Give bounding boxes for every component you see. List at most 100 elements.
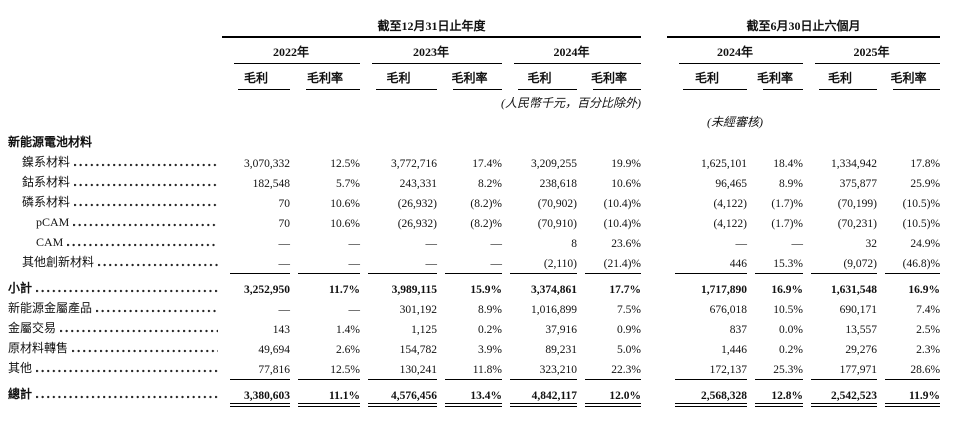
leader-dots: [98, 263, 218, 267]
rule-cell: [290, 402, 360, 408]
table-cell: 77,816: [258, 364, 290, 376]
rule-cell: [667, 34, 941, 40]
table-row: 新能源電池材料: [0, 130, 940, 150]
table-cell: 3.9%: [478, 344, 502, 356]
row-label: 鎳系材料: [22, 155, 71, 169]
table-cell: 11.8%: [472, 364, 502, 376]
rule-cell: [360, 376, 437, 382]
rule-cell: [747, 376, 804, 382]
rule-cell: [437, 270, 502, 276]
section-rule: [298, 272, 360, 274]
rule-cell: [437, 376, 502, 382]
spacer-cell: [0, 402, 222, 408]
rule-row: [0, 402, 941, 408]
year-header-2024: 2024年: [553, 45, 590, 59]
double-rule: [368, 403, 437, 407]
table-cell: (26,932): [397, 198, 437, 210]
col-spacer: [641, 402, 667, 408]
table-cell: 238,618: [539, 178, 577, 190]
table-cell: 0.2%: [779, 344, 804, 356]
table-cell: 11.9%: [909, 390, 941, 402]
row-label-wrap: 新能源金屬產品: [0, 299, 222, 316]
section-rule: [510, 378, 577, 380]
table-cell: 3,252,950: [244, 284, 290, 296]
spacer-cell: [0, 92, 222, 111]
section-rule: [885, 272, 941, 274]
section-rule: [368, 272, 437, 274]
table-cell: 8.9%: [779, 178, 804, 190]
double-rule: [811, 403, 878, 407]
table-cell: 16.9%: [771, 284, 804, 296]
row-label-wrap: 磷系材料: [0, 193, 222, 210]
table-cell: 10.6%: [330, 218, 360, 230]
rule-cell: [502, 270, 577, 276]
table-cell: 37,916: [545, 324, 577, 336]
table-cell: —: [490, 238, 503, 250]
double-rule: [298, 403, 360, 407]
column-rule: [453, 88, 502, 90]
rule-cell: [290, 376, 360, 382]
leader-dots: [36, 289, 218, 293]
units-note-row: (人民幣千元，百分比除外): [0, 92, 940, 111]
year-header-row: 2022年 2023年 2024年 2024年 2025年: [0, 40, 940, 60]
table-row: 總計 3,380,603 11.1% 4,576,456 13.4% 4,842,117 1…: [0, 382, 940, 402]
table-cell: [437, 130, 502, 150]
rule-cell: [803, 270, 878, 276]
table-cell: 1,631,548: [831, 284, 878, 296]
col-spacer: [641, 150, 667, 170]
table-cell: [360, 130, 437, 150]
table-cell: 130,241: [399, 364, 437, 376]
spacer-cell: [0, 40, 222, 60]
row-label-wrap: 新能源電池材料: [0, 133, 222, 150]
table-cell: 29,276: [845, 344, 878, 356]
section-rule: [585, 378, 642, 380]
rule-cell: [667, 376, 748, 382]
table-cell: [290, 130, 360, 150]
section-rule: [675, 378, 748, 380]
period-header-interim: 截至6月30日止六個月: [746, 19, 861, 33]
table-cell: 1,125: [411, 324, 437, 336]
table-row: 鎳系材料 3,070,332 12.5% 3,772,716 17.4% 3,209,25…: [0, 150, 940, 170]
column-rule: [819, 88, 878, 90]
col-spacer: [641, 250, 667, 270]
table-cell: (2,110): [543, 258, 577, 270]
row-label-cell: 新能源電池材料: [0, 130, 222, 150]
double-rule: [755, 403, 804, 407]
row-label: 總計: [8, 387, 33, 401]
table-cell: 1,446: [721, 344, 748, 356]
period-header-annual: 截至12月31日止年度: [377, 19, 486, 33]
leader-dots: [36, 369, 218, 373]
table-cell: 13.4%: [470, 390, 502, 402]
table-cell: 89,231: [545, 344, 577, 356]
row-label: 新能源電池材料: [8, 135, 93, 149]
row-label: 磷系材料: [22, 195, 71, 209]
table-row: 鈷系材料 182,548 5.7% 243,331 8.2% 238,618 10.6% 96…: [0, 170, 940, 190]
row-label-wrap: 總計: [0, 385, 222, 402]
table-cell: 13,557: [845, 324, 878, 336]
table-cell: 446: [729, 258, 748, 270]
col-header-margin: 毛利率: [306, 71, 343, 85]
row-label-wrap: 其他: [0, 359, 222, 376]
rule-cell: [747, 86, 804, 92]
rule-cell: [502, 86, 577, 92]
table-cell: (70,902): [537, 198, 577, 210]
table-cell: 70: [278, 198, 291, 210]
rule-cell: [222, 86, 290, 92]
column-rule: [763, 88, 804, 90]
row-label-cell: 原材料轉售: [0, 336, 222, 356]
table-cell: 3,989,115: [391, 284, 437, 296]
table-cell: 49,694: [258, 344, 290, 356]
rule-cell: [877, 402, 941, 408]
leader-dots: [74, 203, 218, 207]
column-rule: [376, 88, 437, 90]
table-cell: —: [278, 238, 291, 250]
group-rule: [514, 62, 642, 64]
group-rule: [372, 62, 502, 64]
table-row: CAM — — — — 8 23.6% — — 32 24.9%: [0, 230, 940, 250]
table-cell: [577, 130, 641, 150]
col-spacer: [641, 382, 667, 402]
rule-row: [0, 270, 941, 276]
col-spacer: [641, 356, 667, 376]
table-cell: 96,465: [715, 178, 748, 190]
